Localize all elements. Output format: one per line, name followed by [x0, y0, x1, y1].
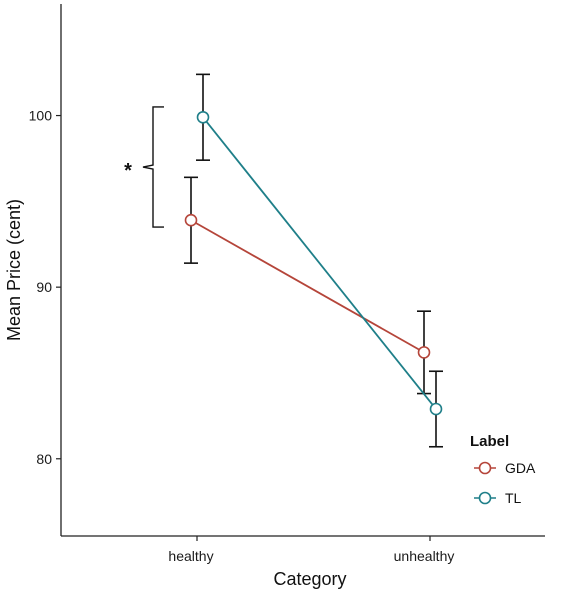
- legend-entry-gda: GDA: [474, 460, 536, 476]
- legend-marker: [478, 491, 492, 505]
- series-gda: [184, 176, 431, 395]
- series-line: [190, 219, 425, 354]
- y-axis-title: Mean Price (cent): [4, 199, 24, 341]
- data-point: [184, 213, 198, 227]
- x-axis-title: Category: [273, 569, 346, 589]
- legend-title: Label: [470, 433, 509, 450]
- legend: Label GDA TL: [470, 433, 536, 506]
- legend-label: GDA: [505, 460, 536, 476]
- legend-entry-tl: TL: [474, 490, 522, 506]
- significance-annotation: *: [124, 106, 164, 228]
- x-ticks: healthy unhealthy: [168, 536, 454, 564]
- plot-area: [60, 4, 545, 537]
- significance-bracket: [142, 106, 164, 228]
- y-ticks: 80 90 100: [29, 108, 61, 467]
- data-point: [196, 110, 210, 124]
- legend-label: TL: [505, 490, 522, 506]
- y-tick-label: 90: [36, 279, 52, 295]
- legend-marker: [478, 461, 492, 475]
- x-tick-label: unhealthy: [394, 548, 455, 564]
- y-tick-label: 80: [36, 451, 52, 467]
- series-line: [202, 116, 437, 410]
- x-tick-label: healthy: [168, 548, 213, 564]
- data-point: [429, 402, 443, 416]
- significance-marker: *: [124, 160, 132, 182]
- data-point: [417, 346, 431, 359]
- y-tick-label: 100: [29, 108, 53, 124]
- series-layer: [184, 73, 443, 448]
- series-tl: [196, 73, 443, 448]
